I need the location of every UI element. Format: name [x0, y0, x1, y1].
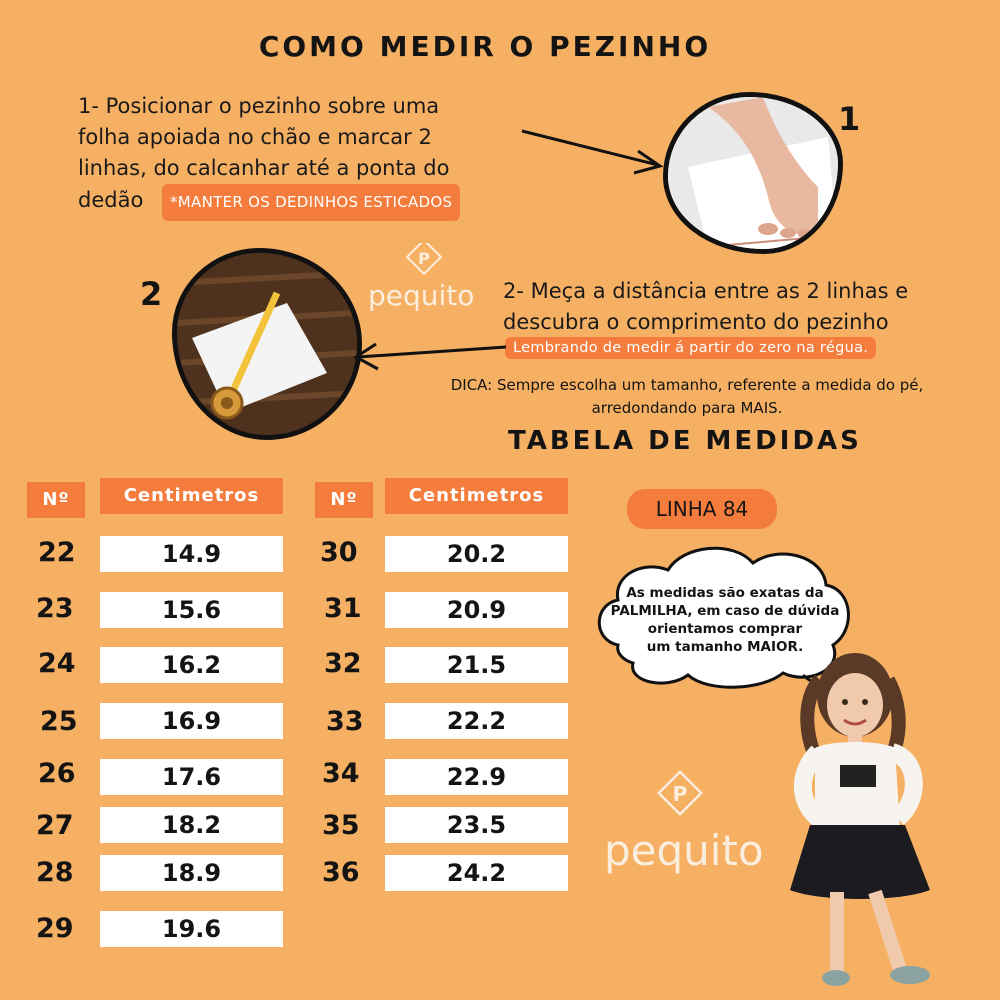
size-cm-cell: 16.2 [100, 647, 283, 683]
cloud-message: As medidas são exatas da PALMILHA, em ca… [610, 585, 840, 655]
header-centimeters: Centimetros [100, 478, 283, 514]
step2-instructions: 2- Meça a distância entre as 2 linhas e … [503, 276, 983, 338]
size-cm-cell: 22.9 [385, 759, 568, 795]
pequito-logo-icon: P [650, 768, 710, 828]
size-number: 34 [322, 758, 360, 789]
step2-line: 2- Meça a distância entre as 2 linhas e [503, 279, 909, 303]
size-number: 23 [36, 593, 74, 624]
step1-badge: *MANTER OS DEDINHOS ESTICADOS [161, 184, 461, 221]
size-cm-cell: 20.9 [385, 592, 568, 628]
size-cm-cell: 14.9 [100, 536, 283, 572]
pequito-logo-icon: P [400, 238, 450, 283]
foot-photo-1 [663, 92, 843, 254]
size-cm-cell: 18.9 [100, 855, 283, 891]
step2-badge: Lembrando de medir á partir do zero na r… [505, 337, 877, 359]
size-cm-cell: 16.9 [100, 703, 283, 739]
step1-line: 1- Posicionar o pezinho sobre uma [78, 94, 440, 118]
size-cm-cell: 15.6 [100, 592, 283, 628]
step1-line: dedão *MANTER OS DEDINHOS ESTICADOS [78, 184, 548, 221]
arrow-left-icon [353, 342, 507, 371]
size-number: 29 [36, 913, 74, 944]
svg-text:P: P [673, 782, 688, 806]
size-number: 22 [38, 537, 76, 568]
line-badge: LINHA 84 [627, 489, 777, 529]
page-title: COMO MEDIR O PEZINHO [258, 30, 712, 63]
step2-number: 2 [140, 275, 163, 313]
size-number: 33 [326, 706, 364, 737]
tip-text: DICA: Sempre escolha um tamanho, referen… [450, 376, 924, 417]
step1-line: folha apoiada no chão e marcar 2 [78, 125, 432, 149]
size-cm-cell: 18.2 [100, 807, 283, 843]
size-cm-cell: 24.2 [385, 855, 568, 891]
size-cm-cell: 19.6 [100, 911, 283, 947]
pequito-logo-text: pequito [368, 279, 475, 312]
size-number: 36 [322, 857, 360, 888]
step2-line: descubra o comprimento do pezinho [503, 310, 889, 334]
step1-number: 1 [838, 100, 861, 138]
size-number: 27 [36, 810, 74, 841]
size-number: 25 [40, 706, 78, 737]
size-cm-cell: 17.6 [100, 759, 283, 795]
size-number: 26 [38, 758, 76, 789]
size-number: 30 [320, 537, 358, 568]
arrow-right-icon [521, 129, 664, 175]
size-number: 28 [36, 857, 74, 888]
size-number: 31 [324, 593, 362, 624]
table-title: TABELA DE MEDIDAS [508, 426, 862, 456]
size-number: 35 [322, 810, 360, 841]
header-number: Nº [27, 482, 85, 518]
ruler-photo-2 [172, 248, 362, 440]
girl-model-image [790, 653, 930, 986]
size-number: 32 [324, 648, 362, 679]
size-cm-cell: 22.2 [385, 703, 568, 739]
size-cm-cell: 20.2 [385, 536, 568, 572]
step1-instructions: 1- Posicionar o pezinho sobre uma folha … [78, 91, 548, 221]
size-cm-cell: 23.5 [385, 807, 568, 843]
pequito-logo-text: pequito [604, 826, 764, 875]
header-centimeters: Centimetros [385, 478, 568, 514]
header-number: Nº [315, 482, 373, 518]
size-number: 24 [38, 648, 76, 679]
step1-line: linhas, do calcanhar até a ponta do [78, 156, 450, 180]
size-cm-cell: 21.5 [385, 647, 568, 683]
svg-text:P: P [418, 249, 430, 268]
